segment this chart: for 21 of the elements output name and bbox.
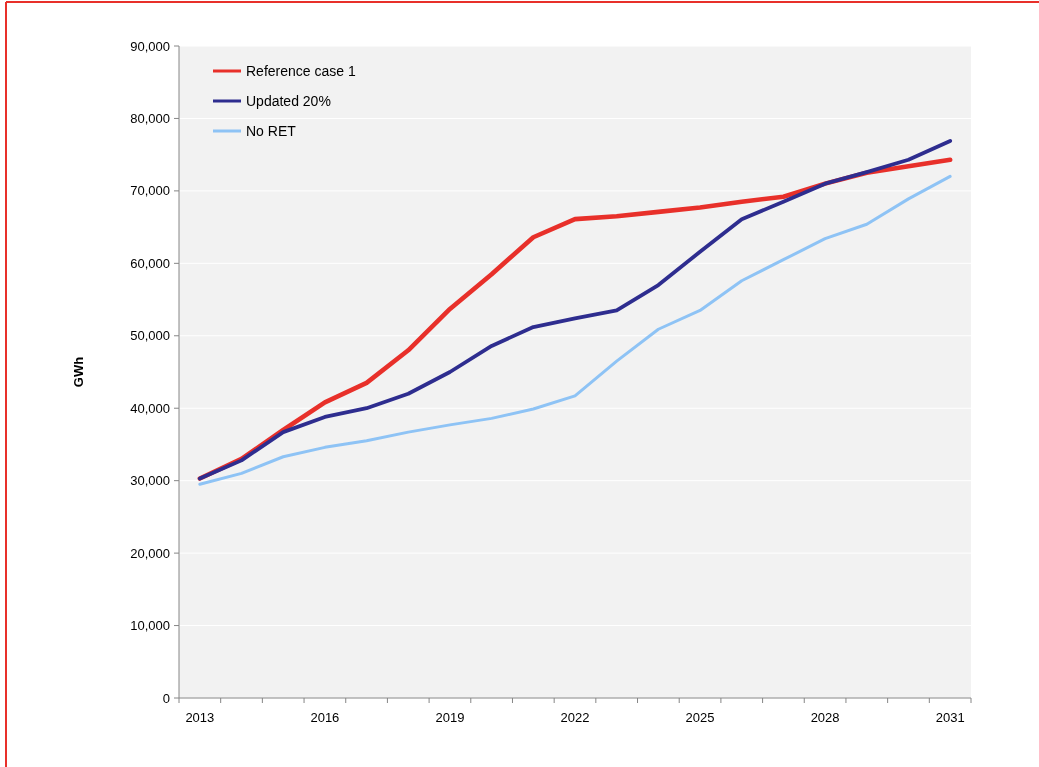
x-tick-label: 2028	[810, 710, 840, 725]
x-tick-label: 2022	[560, 710, 590, 725]
x-tick-label: 2016	[310, 710, 340, 725]
y-tick-label: 50,000	[130, 328, 170, 344]
legend-label: Reference case 1	[246, 62, 356, 79]
x-tick-label: 2025	[685, 710, 715, 725]
y-tick-label: 40,000	[130, 400, 170, 416]
y-tick-label: 70,000	[130, 183, 170, 199]
y-tick-label: 30,000	[130, 473, 170, 489]
y-tick-label: 0	[162, 690, 170, 706]
y-tick-label: 10,000	[130, 618, 170, 634]
legend-label: Updated 20%	[246, 92, 331, 109]
x-tick-label: 2019	[435, 710, 465, 725]
y-axis-title: GWh	[71, 356, 86, 388]
x-tick-label: 2013	[185, 710, 215, 725]
legend-label: No RET	[246, 122, 297, 139]
y-tick-label: 60,000	[130, 255, 170, 271]
y-tick-label: 20,000	[130, 545, 170, 561]
x-tick-label: 2031	[935, 710, 965, 725]
y-tick-label: 80,000	[130, 110, 170, 126]
y-tick-label: 90,000	[130, 38, 170, 54]
